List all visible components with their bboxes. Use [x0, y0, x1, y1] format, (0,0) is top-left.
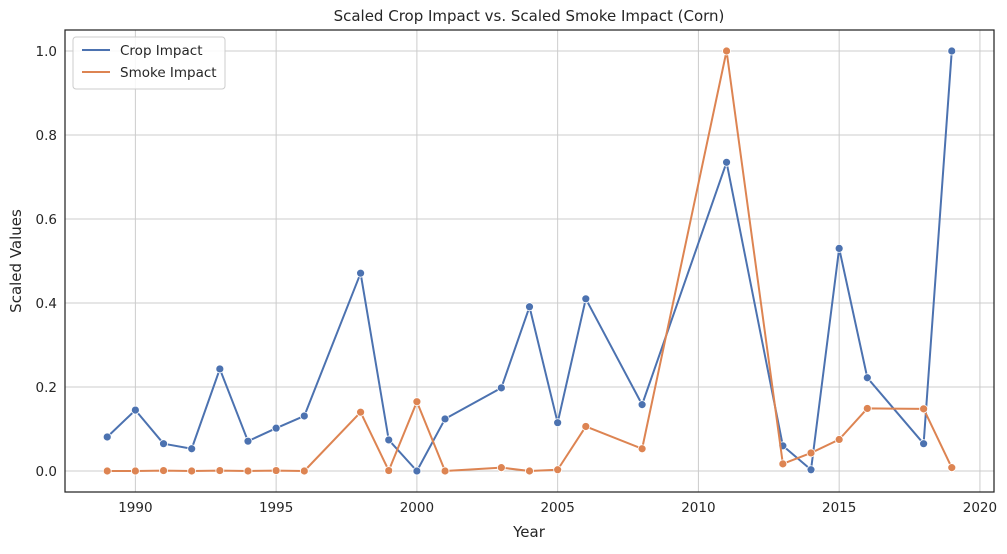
x-tick-label: 1990	[118, 500, 152, 516]
series-line-crop-impact	[106, 50, 953, 472]
data-point-smoke-impact	[722, 46, 731, 56]
data-point-crop-impact	[722, 157, 731, 167]
data-point-crop-impact	[159, 439, 168, 449]
data-point-crop-impact	[834, 243, 844, 253]
data-point-smoke-impact	[159, 466, 168, 475]
data-point-crop-impact	[412, 466, 422, 476]
x-tick-label: 2015	[822, 500, 856, 516]
data-point-smoke-impact	[806, 448, 816, 458]
y-axis-label: Scaled Values	[7, 209, 25, 313]
data-point-smoke-impact	[496, 463, 506, 473]
x-tick-label: 2000	[400, 500, 434, 516]
legend: Crop Impact Smoke Impact	[72, 36, 226, 90]
data-point-smoke-impact	[862, 404, 872, 413]
x-tick-label: 2005	[540, 500, 574, 516]
data-point-smoke-impact	[553, 465, 563, 475]
y-tick-label: 1.0	[36, 44, 57, 60]
y-tick-label: 0.4	[36, 296, 57, 312]
data-point-crop-impact	[806, 465, 816, 475]
data-point-crop-impact	[581, 294, 591, 304]
data-point-crop-impact	[299, 411, 309, 421]
data-point-crop-impact	[440, 414, 450, 424]
data-point-smoke-impact	[581, 422, 591, 431]
x-tick-label: 1995	[259, 500, 293, 516]
data-point-smoke-impact	[187, 466, 197, 476]
data-point-crop-impact	[919, 439, 929, 449]
data-point-smoke-impact	[102, 466, 112, 476]
data-point-smoke-impact	[299, 466, 309, 476]
y-tick-label: 0.8	[36, 128, 57, 144]
data-point-crop-impact	[637, 400, 647, 410]
x-axis-label: Year	[512, 523, 546, 541]
data-point-smoke-impact	[919, 404, 929, 414]
data-point-crop-impact	[384, 435, 394, 445]
data-point-crop-impact	[862, 373, 872, 383]
y-tick-label: 0.6	[36, 212, 57, 228]
legend-box	[72, 36, 226, 90]
data-point-crop-impact	[553, 418, 563, 428]
x-tick-label: 2020	[963, 500, 997, 516]
data-point-crop-impact	[356, 268, 365, 278]
series-smoke-impact	[102, 46, 957, 476]
data-point-crop-impact	[215, 364, 225, 374]
y-tick-label: 0.0	[36, 464, 57, 480]
series-layer	[102, 46, 957, 476]
series-line-smoke-impact	[107, 50, 953, 472]
data-point-smoke-impact	[243, 466, 253, 476]
data-point-crop-impact	[102, 432, 112, 442]
y-tick-label: 0.2	[36, 380, 57, 396]
data-point-smoke-impact	[130, 466, 140, 476]
data-point-smoke-impact	[356, 407, 365, 417]
data-point-smoke-impact	[384, 466, 394, 475]
data-point-smoke-impact	[947, 463, 957, 473]
x-tick-label: 2010	[681, 500, 715, 516]
data-point-smoke-impact	[525, 466, 534, 476]
data-point-crop-impact	[187, 444, 197, 454]
data-point-crop-impact	[243, 436, 253, 446]
data-point-smoke-impact	[215, 466, 225, 475]
data-point-crop-impact	[947, 46, 957, 56]
legend-label-crop-impact: Crop Impact	[120, 43, 203, 59]
data-point-smoke-impact	[834, 435, 844, 444]
data-point-crop-impact	[496, 383, 506, 393]
data-point-smoke-impact	[637, 444, 647, 454]
data-point-crop-impact	[130, 405, 140, 415]
legend-label-smoke-impact: Smoke Impact	[120, 65, 217, 81]
plot-frame	[64, 29, 995, 493]
ticks: 1990 1995 2000 2005 2010 2015 2020 0.0 0.2 0.4 0.6…	[36, 44, 998, 516]
data-point-smoke-impact	[778, 459, 788, 469]
data-point-crop-impact	[271, 423, 281, 433]
data-point-smoke-impact	[440, 466, 450, 476]
series-crop-impact	[102, 46, 957, 476]
grid	[65, 30, 994, 492]
data-point-smoke-impact	[271, 466, 281, 475]
data-point-crop-impact	[525, 302, 534, 312]
data-point-smoke-impact	[412, 397, 422, 407]
chart-title: Scaled Crop Impact vs. Scaled Smoke Impa…	[334, 7, 725, 25]
